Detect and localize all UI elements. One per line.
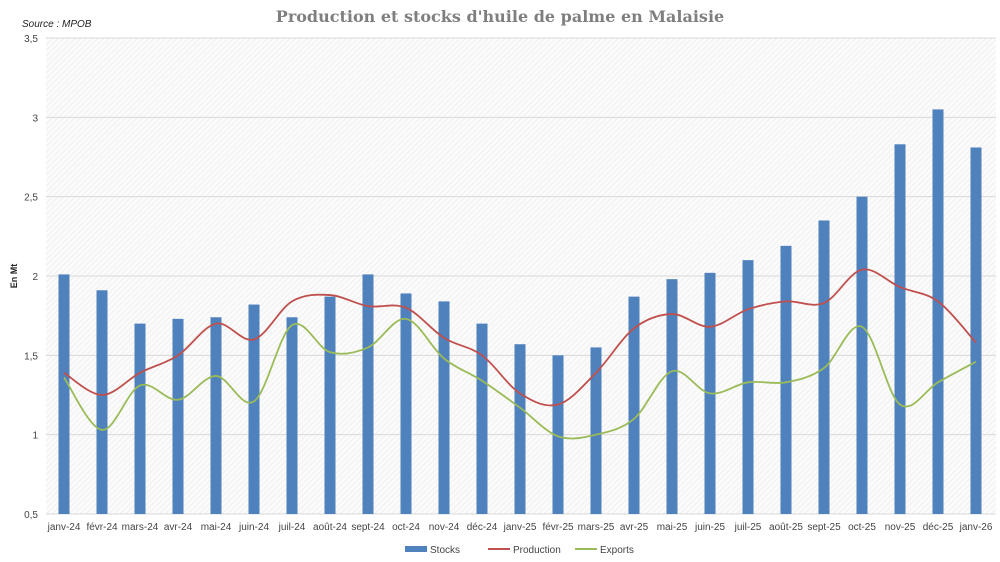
bar-stocks: [856, 196, 868, 514]
legend-swatch-stocks: [405, 546, 427, 552]
line-exports: [63, 317, 977, 440]
x-tick-label: mars-25: [578, 522, 615, 533]
x-tick-label: mai-25: [657, 522, 688, 533]
bar-stocks: [210, 317, 222, 514]
bar-stocks: [932, 109, 944, 515]
bar-stocks: [400, 293, 412, 514]
legend: Stocks Production Exports: [405, 545, 634, 556]
x-tick-label: août-25: [769, 522, 803, 533]
x-tick-label: déc-25: [923, 522, 954, 533]
line-production: [63, 268, 977, 407]
legend-label-exports: Exports: [600, 545, 634, 556]
x-tick-label: août-24: [313, 522, 347, 533]
bar-stocks: [590, 347, 602, 514]
x-tick-label: févr-24: [86, 522, 118, 533]
x-tick-label: janv-24: [47, 522, 81, 533]
x-tick-label: juil-25: [734, 522, 762, 533]
y-tick-label: 1: [32, 431, 38, 442]
bar-stocks: [476, 323, 488, 514]
bar-stocks: [514, 344, 526, 514]
legend-label-production: Production: [513, 545, 561, 556]
x-tick-label: mars-24: [122, 522, 159, 533]
bar-stocks: [742, 260, 754, 514]
bar-stocks: [438, 301, 450, 514]
x-tick-label: juin-25: [694, 522, 725, 533]
bar-stocks: [248, 304, 260, 514]
y-tick-label: 3,5: [24, 34, 38, 45]
y-tick-label: 2: [32, 272, 38, 283]
y-tick-label: 0,5: [24, 510, 38, 521]
y-tick-label: 2,5: [24, 193, 38, 204]
x-tick-label: janv-25: [503, 522, 537, 533]
bar-stocks: [970, 147, 982, 515]
bar-stocks: [324, 296, 336, 514]
bar-stocks: [96, 290, 108, 514]
x-tick-label: juin-24: [238, 522, 269, 533]
bar-stocks: [780, 245, 792, 514]
x-tick-label: juil-24: [278, 522, 306, 533]
x-tick-label: mai-24: [201, 522, 232, 533]
y-axis-label: En Mt: [9, 264, 19, 289]
x-tick-label: févr-25: [542, 522, 574, 533]
x-tick-label: sept-25: [807, 522, 841, 533]
y-tick-label: 1,5: [24, 351, 38, 362]
x-tick-label: oct-25: [848, 522, 876, 533]
x-tick-label: sept-24: [351, 522, 385, 533]
bar-stocks: [172, 318, 184, 514]
bar-stocks: [628, 296, 640, 514]
x-tick-label: déc-24: [467, 522, 498, 533]
chart-title: Production et stocks d'huile de palme en…: [276, 7, 724, 26]
source-label: Source : MPOB: [22, 19, 92, 30]
bar-stocks: [362, 274, 374, 514]
y-tick-label: 3: [32, 113, 38, 124]
x-tick-label: nov-24: [429, 522, 460, 533]
bar-stocks: [666, 279, 678, 514]
bar-stocks: [58, 274, 70, 514]
bar-stocks: [552, 355, 564, 514]
bar-stocks: [286, 317, 298, 514]
x-tick-label: nov-25: [885, 522, 916, 533]
legend-label-stocks: Stocks: [430, 545, 460, 556]
bar-stocks: [894, 144, 906, 514]
x-tick-label: janv-26: [959, 522, 993, 533]
x-tick-label: avr-24: [164, 522, 193, 533]
x-tick-label: avr-25: [620, 522, 649, 533]
x-tick-label: oct-24: [392, 522, 420, 533]
bar-stocks: [134, 323, 146, 514]
